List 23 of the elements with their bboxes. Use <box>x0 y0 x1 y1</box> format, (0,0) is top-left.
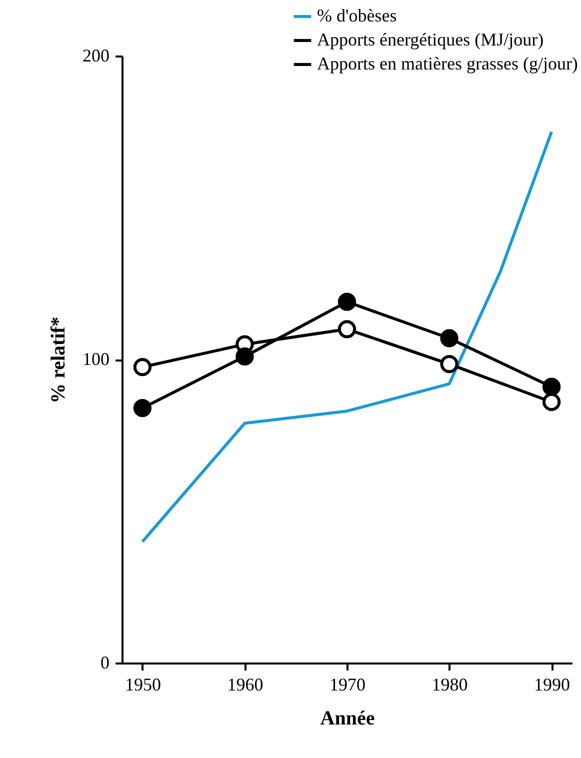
legend-label: % d'obèses <box>317 6 397 26</box>
line-series <box>140 130 554 544</box>
x-tick-label: 1960 <box>227 674 264 694</box>
point <box>338 320 356 338</box>
point <box>542 378 561 396</box>
y-tick-label: 0 <box>100 652 110 672</box>
y-tick-label: 200 <box>82 46 110 66</box>
point <box>133 398 152 418</box>
x-axis-title: Année <box>320 708 375 730</box>
x-tick-label: 1980 <box>432 674 468 694</box>
legend-label: Apports énergétiques (MJ/jour) <box>317 30 544 50</box>
point <box>236 347 254 366</box>
x-tick-label: 1950 <box>124 674 161 694</box>
point <box>440 354 458 374</box>
point <box>338 292 356 311</box>
point <box>440 329 458 348</box>
point <box>133 358 152 376</box>
x-tick-label: 1970 <box>330 674 366 694</box>
y-tick-label: 100 <box>82 349 110 369</box>
legend-label: Apports en matières grasses (g/jour) <box>317 54 578 74</box>
x-tick-label: 1990 <box>534 674 570 694</box>
y-axis-title: % relatif* <box>48 316 70 404</box>
point <box>542 392 561 412</box>
